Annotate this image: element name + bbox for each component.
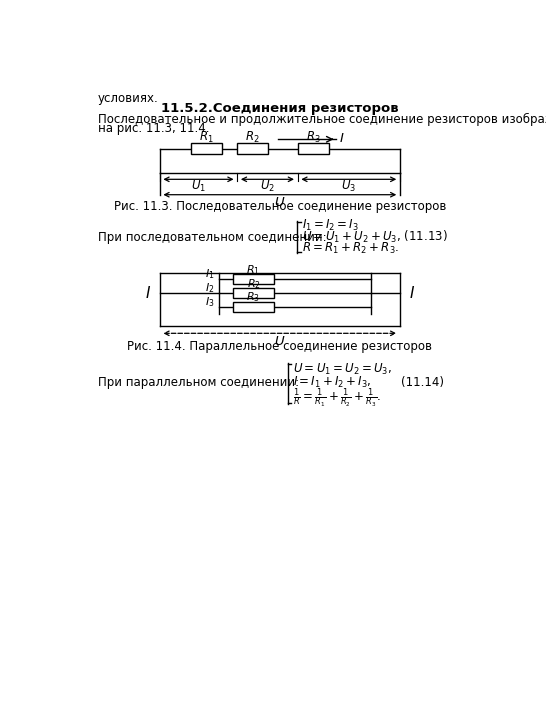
Text: $R_3$: $R_3$ (246, 290, 260, 305)
Text: Последовательное и продолжительное соединение резисторов изображены: Последовательное и продолжительное соеди… (98, 113, 546, 126)
Text: $I$: $I$ (408, 286, 414, 301)
Bar (298, 143, 329, 154)
Text: $R = R_1 + R_2 + R_3.$: $R = R_1 + R_2 + R_3.$ (302, 241, 400, 256)
Text: $R_2$: $R_2$ (247, 277, 260, 290)
Bar (191, 143, 222, 154)
Text: $U_1$: $U_1$ (191, 178, 206, 194)
Text: $I_1 = I_2 = I_3$: $I_1 = I_2 = I_3$ (302, 218, 359, 233)
Text: При параллельном соединении:: При параллельном соединении: (98, 376, 299, 389)
Text: $I_3$: $I_3$ (205, 295, 215, 309)
Text: 11.5.2.Соединения резисторов: 11.5.2.Соединения резисторов (161, 102, 399, 114)
Text: $U_2$: $U_2$ (260, 178, 275, 194)
Text: $I$: $I$ (145, 286, 151, 301)
Bar (233, 302, 274, 312)
Text: $R_3$: $R_3$ (306, 130, 321, 145)
Text: $R_2$: $R_2$ (245, 130, 260, 145)
Text: $U$: $U$ (274, 196, 286, 209)
Bar (237, 143, 268, 154)
Text: условиях.: условиях. (98, 92, 158, 105)
Text: $I_1$: $I_1$ (205, 267, 215, 281)
Text: Рис. 11.3. Последовательное соединение резисторов: Рис. 11.3. Последовательное соединение р… (114, 200, 446, 213)
Text: $U = U_1 = U_2 = U_3,$: $U = U_1 = U_2 = U_3,$ (293, 362, 392, 377)
Text: Рис. 11.4. Параллельное соединение резисторов: Рис. 11.4. Параллельное соединение резис… (127, 340, 432, 353)
Text: При последовательном соединении:: При последовательном соединении: (98, 231, 327, 243)
Text: (11.14): (11.14) (401, 376, 444, 389)
Text: $I = I_1 + I_2 + I_3,$: $I = I_1 + I_2 + I_3,$ (293, 375, 371, 390)
Text: $I_2$: $I_2$ (205, 281, 215, 295)
Text: $R_1$: $R_1$ (246, 263, 260, 276)
Text: $\frac{1}{R} = \frac{1}{R_1} + \frac{1}{R_2} + \frac{1}{R_3}.$: $\frac{1}{R} = \frac{1}{R_1} + \frac{1}{… (293, 386, 381, 410)
Text: на рис. 11.3, 11.4.: на рис. 11.3, 11.4. (98, 123, 209, 135)
Text: $R_1$: $R_1$ (199, 130, 213, 145)
Bar (233, 274, 274, 284)
Text: $U_3$: $U_3$ (341, 178, 357, 194)
Text: $I$: $I$ (339, 132, 345, 145)
Bar (233, 288, 274, 298)
Text: $U$: $U$ (274, 334, 286, 348)
Text: $U = U_1 + U_2 + U_3$, (11.13): $U = U_1 + U_2 + U_3$, (11.13) (302, 229, 448, 245)
